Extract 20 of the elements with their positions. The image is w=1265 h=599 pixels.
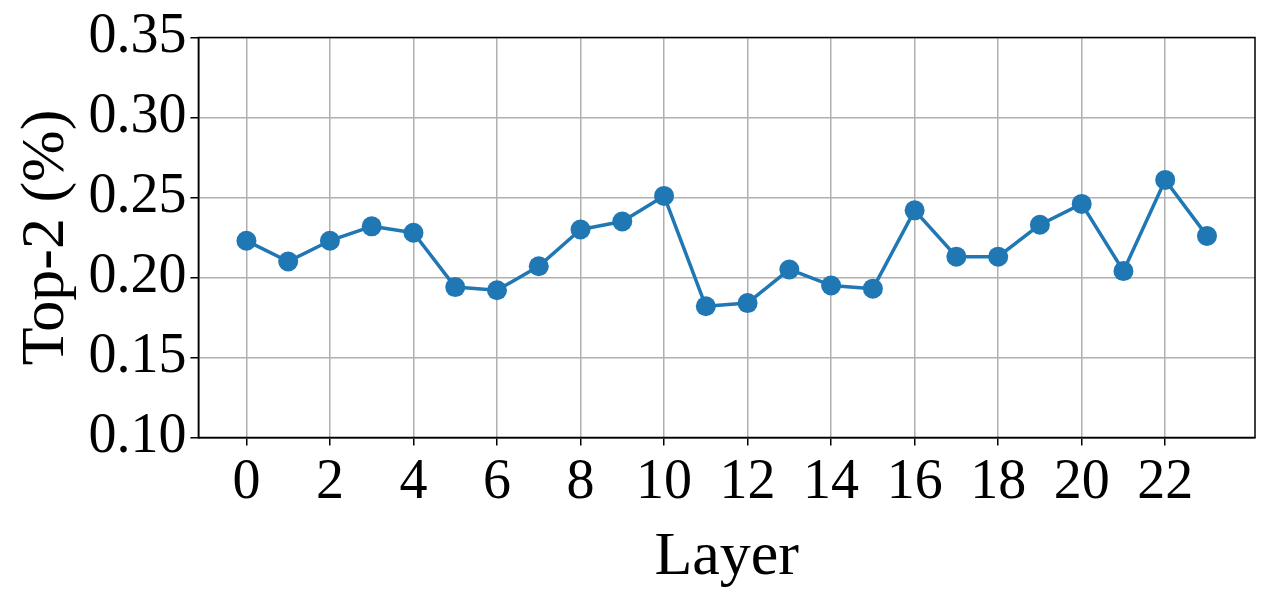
y-tick-label: 0.35 — [88, 2, 187, 65]
x-tick-label: 6 — [483, 447, 511, 510]
y-tick-label: 0.10 — [88, 402, 187, 465]
y-tick-label: 0.30 — [88, 82, 187, 145]
x-axis-title: Layer — [654, 519, 800, 588]
x-tick-label: 12 — [719, 447, 776, 510]
y-tick-label: 0.20 — [88, 242, 187, 305]
x-tick-label: 4 — [399, 447, 428, 510]
x-tick-label: 2 — [315, 447, 344, 510]
x-tick-label: 16 — [886, 447, 943, 510]
x-tick-label: 18 — [970, 447, 1027, 510]
y-tick-label: 0.15 — [88, 322, 187, 385]
y-axis-title: Top-2 (%) — [8, 109, 78, 366]
x-tick-label: 20 — [1053, 447, 1110, 510]
x-tick-label: 10 — [636, 447, 693, 510]
x-tick-label: 14 — [803, 447, 860, 510]
x-tick-label: 8 — [566, 447, 595, 510]
x-tick-label: 0 — [232, 447, 261, 510]
y-tick-label: 0.25 — [88, 162, 187, 225]
x-tick-label: 22 — [1137, 447, 1194, 510]
